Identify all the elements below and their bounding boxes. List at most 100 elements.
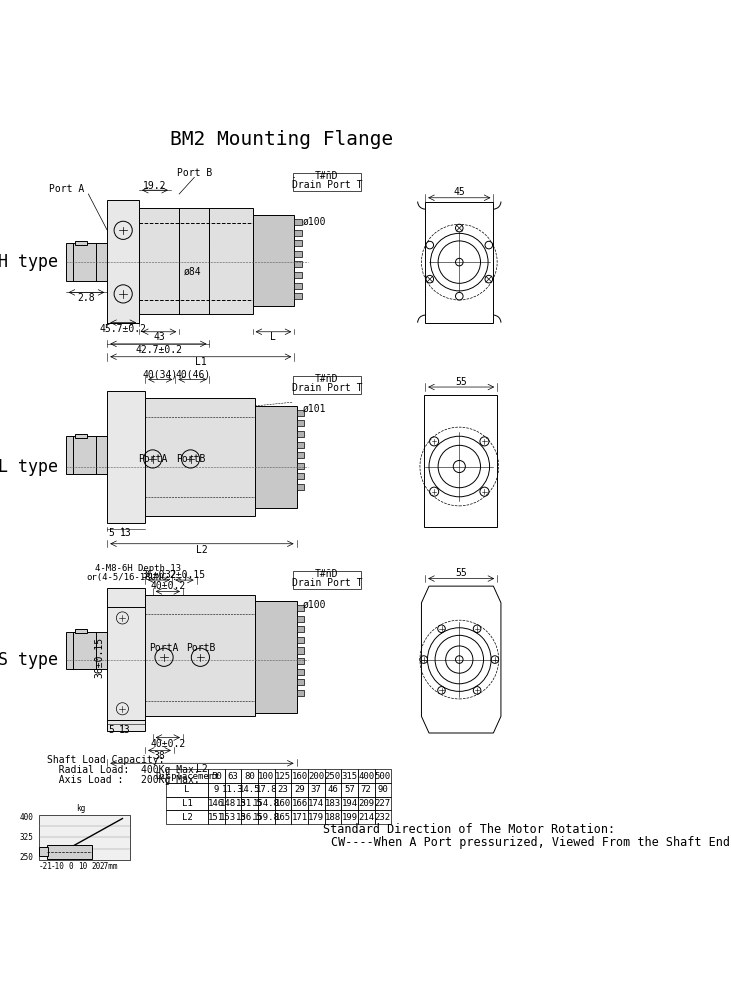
Bar [295, 272, 302, 278]
Text: T#ñD: T#ñD [315, 171, 338, 181]
Bar [39, 848, 48, 856]
Bar [358, 783, 374, 796]
Text: 400: 400 [19, 813, 33, 822]
Bar [258, 783, 275, 796]
Bar [341, 769, 358, 783]
Bar [295, 293, 302, 300]
Text: 42.7±0.2: 42.7±0.2 [135, 345, 182, 355]
Text: Drain Port T: Drain Port T [292, 579, 362, 588]
Text: 5: 5 [108, 725, 114, 735]
Text: L1: L1 [194, 357, 206, 367]
Bar [224, 769, 241, 783]
Text: 13: 13 [119, 725, 131, 735]
Bar [291, 769, 308, 783]
Text: 227: 227 [375, 799, 391, 808]
Bar [295, 261, 302, 267]
Bar [145, 595, 255, 716]
Text: 57: 57 [344, 785, 355, 794]
Bar [208, 783, 224, 796]
Bar [224, 796, 241, 810]
Text: 72: 72 [361, 785, 371, 794]
Bar [145, 399, 255, 515]
Text: ø84: ø84 [184, 266, 202, 276]
Text: 160: 160 [275, 799, 291, 808]
Text: T#ñD: T#ñD [315, 374, 338, 384]
Text: 0: 0 [69, 861, 73, 870]
Text: 19.2: 19.2 [143, 181, 167, 191]
Text: Shaft Load Capacity:: Shaft Load Capacity: [47, 756, 164, 765]
Text: 400: 400 [358, 771, 374, 780]
Text: 63: 63 [227, 771, 238, 780]
Bar [167, 783, 208, 796]
Bar [275, 810, 291, 824]
Text: 209: 209 [358, 799, 374, 808]
Text: 315: 315 [341, 771, 357, 780]
Text: 90: 90 [377, 785, 388, 794]
Text: 10: 10 [78, 861, 88, 870]
Text: 40(46): 40(46) [175, 369, 211, 379]
Bar [308, 783, 325, 796]
Text: 200: 200 [308, 771, 325, 780]
Bar [297, 463, 304, 469]
Bar [295, 240, 302, 246]
Bar [297, 474, 304, 480]
Bar [297, 616, 304, 622]
Text: 40±0.2: 40±0.2 [150, 739, 186, 749]
Text: 250: 250 [19, 854, 33, 862]
Bar [291, 796, 308, 810]
Text: L2: L2 [196, 764, 208, 774]
Bar [341, 783, 358, 796]
Text: 23: 23 [278, 785, 288, 794]
Text: 50: 50 [211, 771, 221, 780]
Bar [107, 200, 139, 322]
Text: Port B: Port B [177, 168, 212, 178]
Text: 5: 5 [108, 528, 114, 538]
Bar [224, 783, 241, 796]
Bar [295, 283, 302, 289]
Text: or(4-5/16-18UNC...): or(4-5/16-18UNC...) [86, 573, 189, 582]
Text: 9: 9 [213, 785, 219, 794]
Bar [297, 420, 304, 426]
Text: 156.5: 156.5 [236, 813, 263, 822]
Bar [253, 216, 295, 306]
Bar [167, 769, 208, 783]
Bar [241, 783, 258, 796]
Text: PortA: PortA [138, 454, 167, 464]
Text: T#ñD: T#ñD [315, 569, 338, 579]
Text: S type: S type [0, 651, 58, 669]
Text: 29: 29 [294, 785, 305, 794]
Text: 171: 171 [292, 813, 308, 822]
Bar [341, 810, 358, 824]
Bar [308, 796, 325, 810]
Bar [291, 783, 308, 796]
Text: 194: 194 [341, 799, 357, 808]
Bar [292, 173, 361, 191]
Bar [258, 796, 275, 810]
Circle shape [455, 293, 463, 300]
Bar [167, 810, 208, 824]
Bar [295, 219, 302, 225]
Bar [297, 431, 304, 437]
Bar [241, 769, 258, 783]
Bar [291, 810, 308, 824]
Bar [66, 632, 107, 670]
Bar [374, 769, 391, 783]
Bar [66, 243, 107, 281]
Text: 20: 20 [91, 861, 101, 870]
Text: L2: L2 [182, 813, 192, 822]
Text: ø101: ø101 [303, 404, 326, 413]
Bar [297, 669, 304, 674]
Text: 4-M8-6H Depth 13: 4-M8-6H Depth 13 [94, 564, 181, 574]
Bar [297, 484, 304, 490]
Bar [308, 810, 325, 824]
Bar [424, 395, 497, 527]
Bar [374, 810, 391, 824]
Text: Displacement: Displacement [155, 771, 219, 780]
Bar [341, 796, 358, 810]
Bar [139, 208, 253, 314]
Bar [325, 796, 341, 810]
Text: 154.8: 154.8 [253, 799, 280, 808]
Text: kg: kg [76, 804, 86, 813]
Text: Port A: Port A [49, 184, 85, 195]
Bar [292, 571, 361, 589]
